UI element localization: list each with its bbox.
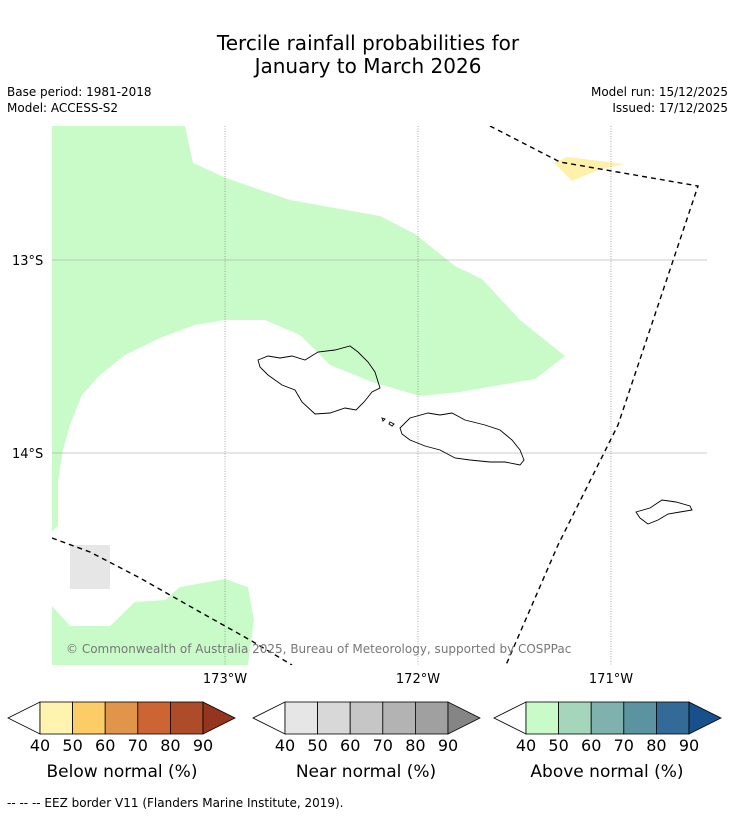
model-name: Model: ACCESS-S2 (7, 101, 119, 115)
colorbar-above-segment (525, 701, 559, 735)
colorbar-above-segment (558, 701, 592, 735)
graticule (52, 126, 707, 665)
colorbar-above-tick: 90 (679, 736, 699, 755)
colorbar-title-near: Near normal (%) (295, 762, 437, 782)
colorbar-near-segment (317, 701, 351, 735)
meta-right: Model run: 15/12/2025 Issued: 17/12/2025 (591, 84, 728, 116)
lon-label-173w: 173°W (203, 672, 247, 687)
colorbars: 40 50 60 70 80 90 40 50 60 70 80 90 40 50 60 70 80 90 (7, 701, 722, 755)
colorbar-above-tick: 70 (614, 736, 634, 755)
manono-island (388, 421, 395, 427)
meta-left: Base period: 1981-2018 Model: ACCESS-S2 (7, 84, 152, 116)
colorbar-below-segment (169, 701, 204, 735)
colorbar-above-tick: 40 (516, 736, 536, 755)
colorbar-above-segment (656, 701, 690, 735)
above-normal-region (52, 126, 565, 532)
colorbar-near: 40 50 60 70 80 90 (252, 701, 481, 755)
model-run: Model run: 15/12/2025 (590, 85, 728, 99)
colorbar-below-tick: 40 (30, 736, 50, 755)
colorbar-above-tick: 80 (646, 736, 666, 755)
colorbar-below-tick: 60 (95, 736, 115, 755)
colorbar-near-low-extension (252, 701, 286, 735)
colorbar-below-tick: 80 (160, 736, 180, 755)
title-line-2: January to March 2026 (254, 54, 482, 78)
colorbar-title-above: Above normal (%) (530, 762, 684, 782)
eez-footer-note: -- -- -- EEZ border V11 (Flanders Marine… (7, 796, 344, 810)
colorbar-near-segment (349, 701, 384, 735)
lon-label-171w: 171°W (589, 672, 633, 687)
colorbar-below-segment (137, 701, 171, 735)
colorbar-near-tick: 40 (275, 736, 295, 755)
base-period: Base period: 1981-2018 (7, 85, 152, 99)
colorbar-near-segment (284, 701, 318, 735)
colorbar-above-segment (590, 701, 625, 735)
upolu-island (399, 412, 525, 466)
tutuila-island (635, 499, 693, 525)
colorbar-below-tick: 90 (193, 736, 213, 755)
colorbar-above-low-extension (493, 701, 527, 735)
colorbar-below-high-extension (202, 701, 236, 735)
colorbar-above-tick: 50 (548, 736, 568, 755)
colorbar-below-tick: 70 (128, 736, 148, 755)
colorbar-above-high-extension (688, 701, 722, 735)
colorbar-above-segment (623, 701, 657, 735)
title-line-1: Tercile rainfall probabilities for (216, 31, 520, 55)
lon-label-172w: 172°W (396, 672, 440, 687)
issued-date: Issued: 17/12/2025 (612, 101, 728, 115)
above-normal-region-south (52, 579, 254, 665)
colorbar-below-segment (104, 701, 139, 735)
colorbar-near-tick: 90 (438, 736, 458, 755)
colorbar-below-segment (72, 701, 106, 735)
colorbar-near-segment (382, 701, 416, 735)
colorbar-near-tick: 80 (405, 736, 425, 755)
colorbar-below-low-extension (7, 701, 41, 735)
savaii-island (257, 345, 381, 415)
eez-border (52, 126, 699, 665)
lat-label-14s: 14°S (12, 447, 43, 462)
colorbar-below-tick: 50 (62, 736, 82, 755)
coastline (257, 345, 693, 525)
map-panel: © Commonwealth of Australia 2025, Bureau… (52, 126, 707, 665)
colorbar-near-tick: 70 (373, 736, 393, 755)
lat-label-13s: 13°S (12, 254, 43, 269)
colorbar-title-below: Below normal (%) (46, 762, 198, 782)
colorbar-near-high-extension (447, 701, 481, 735)
colorbar-below: 40 50 60 70 80 90 (7, 701, 236, 755)
apolima-island (381, 417, 386, 422)
colorbar-near-segment (414, 701, 449, 735)
below-normal-region (554, 157, 625, 181)
colorbar-above-tick: 60 (581, 736, 601, 755)
colorbar-near-tick: 60 (340, 736, 360, 755)
colorbar-near-tick: 50 (307, 736, 327, 755)
copyright-text: © Commonwealth of Australia 2025, Bureau… (66, 642, 571, 656)
map-title: Tercile rainfall probabilities for Janua… (0, 32, 736, 78)
colorbar-above: 40 50 60 70 80 90 (493, 701, 722, 755)
colorbar-below-segment (39, 701, 73, 735)
